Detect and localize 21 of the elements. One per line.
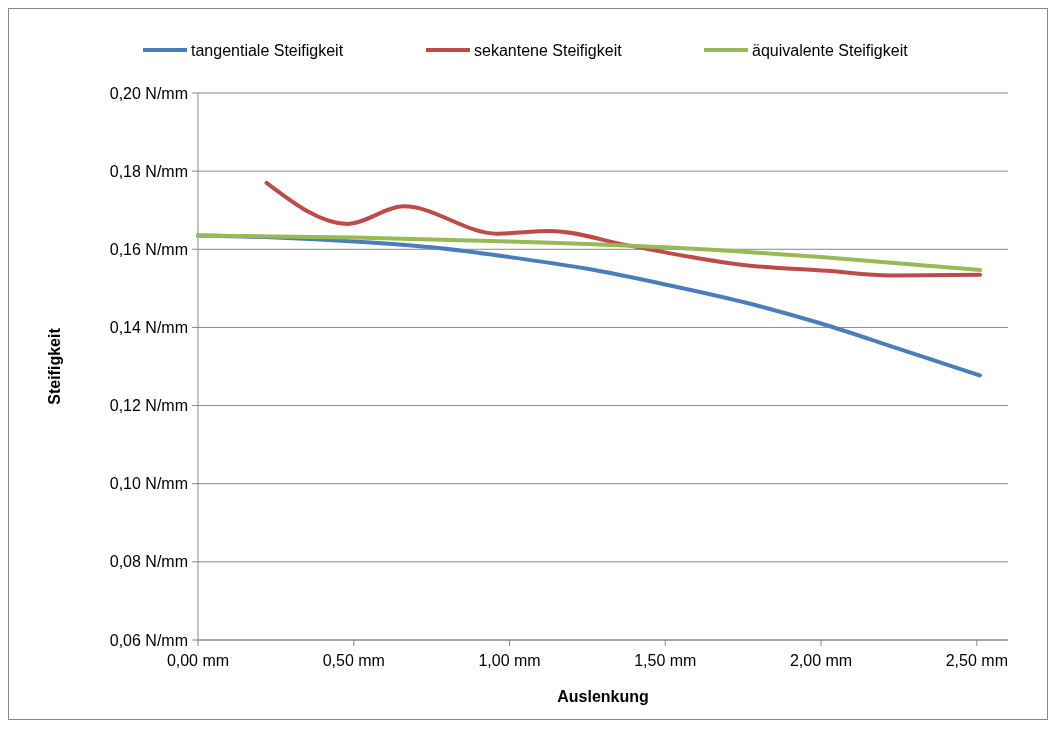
y-tick-label: 0,12 N/mm (109, 397, 188, 415)
y-axis-title: Steifigkeit (46, 327, 63, 405)
y-tick-label: 0,14 N/mm (109, 319, 188, 337)
x-tick-label: 1,50 mm (634, 652, 697, 669)
x-tick-label: 0,50 mm (322, 652, 385, 669)
x-tick-label: 1,00 mm (478, 652, 541, 669)
y-tick-label: 0,06 N/mm (109, 631, 188, 649)
x-axis-title: Auslenkung (557, 688, 649, 705)
y-tick-label: 0,20 N/mm (109, 84, 188, 102)
x-tick-label: 0,00 mm (166, 652, 230, 669)
legend-label: sekantene Steifigkeit (474, 41, 623, 59)
y-tick-label: 0,08 N/mm (109, 553, 188, 571)
line-series (196, 233, 982, 272)
x-tick-label: 2,00 mm (789, 652, 853, 669)
y-tick-label: 0,18 N/mm (109, 162, 188, 180)
y-tick-label: 0,16 N/mm (109, 240, 188, 258)
line-series (264, 180, 982, 278)
legend-label: äquivalente Steifigkeit (752, 41, 909, 59)
x-tick-label: 2,50 mm (945, 652, 1008, 669)
y-tick-label: 0,10 N/mm (109, 475, 188, 493)
legend-label: tangentiale Steifigkeit (191, 41, 344, 59)
